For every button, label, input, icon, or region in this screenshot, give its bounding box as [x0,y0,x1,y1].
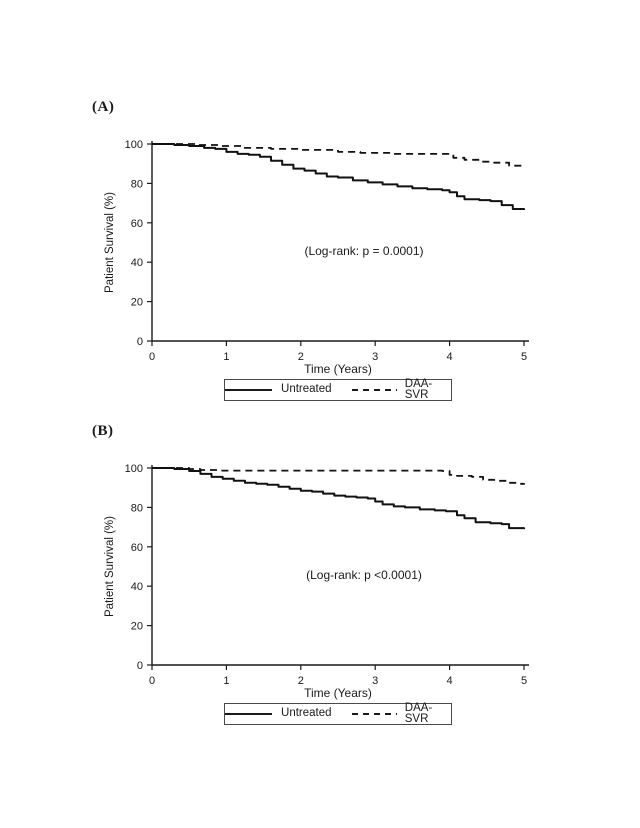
logrank-annotation-a: (Log-rank: p = 0.0001) [304,244,424,258]
svg-text:1: 1 [223,351,229,363]
legend-b: Untreated DAA-SVR [224,701,452,725]
svg-text:5: 5 [521,675,527,687]
svg-text:2: 2 [298,675,304,687]
svg-text:20: 20 [131,297,143,309]
daa-svr-line-swatch [351,713,397,715]
legend-label-daa-svr: DAA-SVR [404,377,433,401]
legend-a: Untreated DAA-SVR [224,377,452,401]
svg-text:100: 100 [125,463,143,475]
svg-text:20: 20 [131,621,143,633]
svg-text:40: 40 [131,581,143,593]
svg-text:0: 0 [137,660,143,672]
untreated-line-swatch [225,713,273,715]
svg-text:0: 0 [149,351,155,363]
panel-b: (B) Patient Survival (%) 100 80 60 40 20 0 0 1 2… [0,420,640,750]
svg-text:80: 80 [131,178,143,190]
svg-text:60: 60 [131,218,143,230]
svg-text:3: 3 [372,351,378,363]
survival-plot-b: 100 80 60 40 20 00 1 2 3 4 5 [125,463,529,687]
legend-label-daa-svr: DAA-SVR [404,701,433,725]
svg-text:4: 4 [447,351,453,363]
survival-plot-a: 100 80 60 40 20 00 1 2 3 4 5 [125,139,529,363]
svg-text:40: 40 [131,257,143,269]
svg-text:100: 100 [125,139,143,151]
svg-text:3: 3 [372,675,378,687]
svg-text:2: 2 [298,351,304,363]
legend-label-untreated: Untreated [281,383,332,396]
daa-svr-line-swatch [351,389,397,391]
svg-text:60: 60 [131,542,143,554]
x-axis-label-a: Time (Years) [304,362,372,376]
panel-a: (A) Patient Survival (%) 100 80 60 40 20 0 0 1 2… [0,96,640,426]
svg-text:4: 4 [447,675,453,687]
svg-text:1: 1 [223,675,229,687]
panel-b-label: (B) [92,423,114,439]
untreated-line-swatch [225,389,273,391]
svg-text:0: 0 [149,675,155,687]
logrank-annotation-b: (Log-rank: p <0.0001) [306,568,422,582]
svg-text:5: 5 [521,351,527,363]
svg-text:0: 0 [137,336,143,348]
legend-label-untreated: Untreated [281,707,332,720]
x-axis-label-b: Time (Years) [304,686,372,700]
svg-text:80: 80 [131,502,143,514]
panel-a-label: (A) [92,99,115,115]
